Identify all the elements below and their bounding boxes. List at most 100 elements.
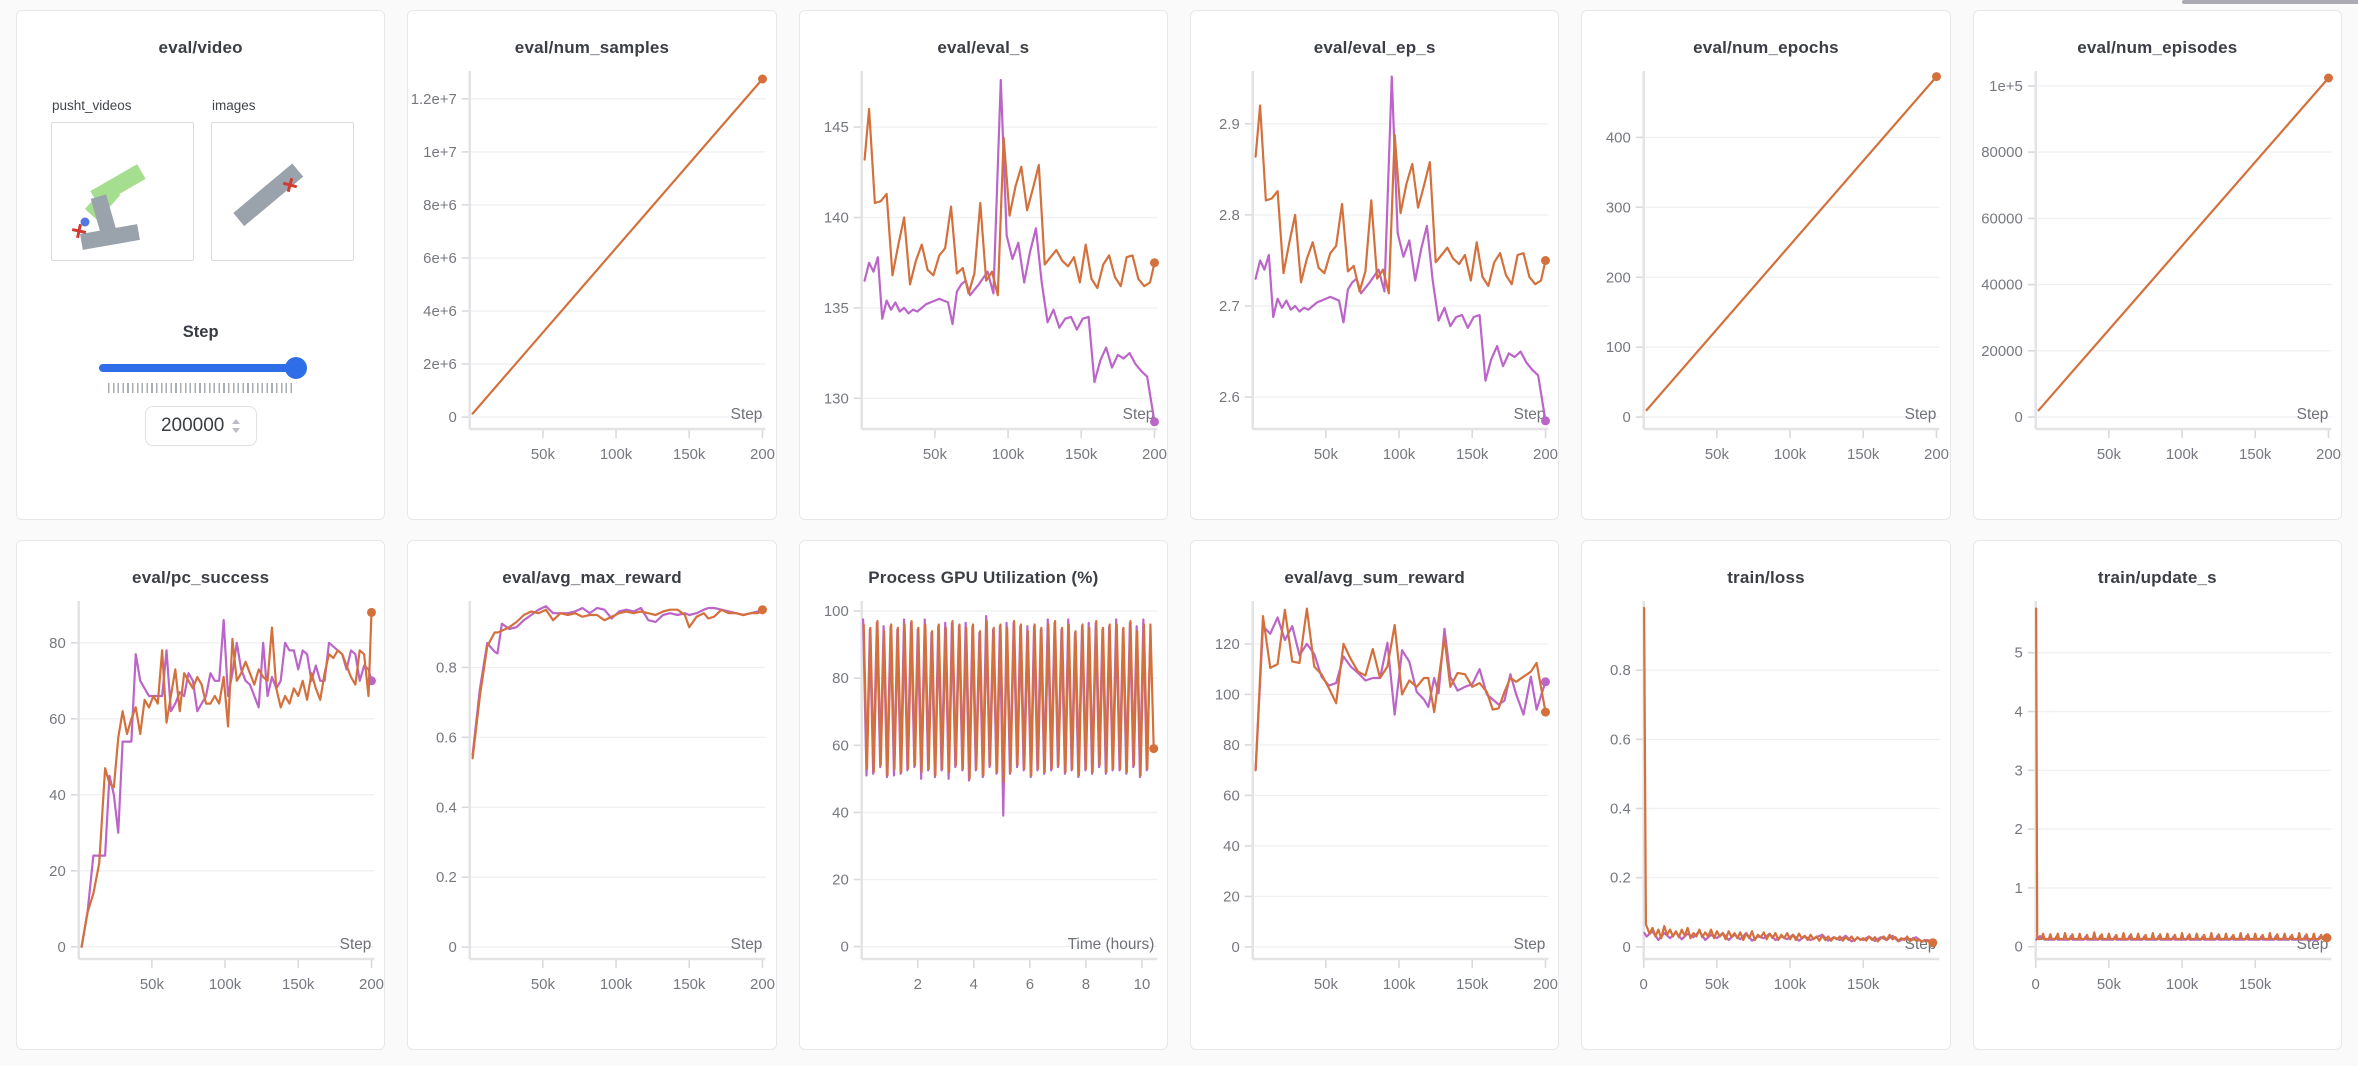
target-cross-icon (71, 223, 87, 239)
line-chart-canvas: 0 1 2 3 4 5 0 50k 100k 150k Step (2014, 601, 2332, 993)
gray-t-block (233, 163, 304, 227)
svg-text:10: 10 (1133, 976, 1150, 993)
svg-text:2.7: 2.7 (1219, 298, 1240, 315)
panel-title: eval/eval_s (937, 38, 1030, 57)
media-item-pusht-videos[interactable]: pusht_videos (51, 98, 194, 261)
panel-eval-avg-sum-reward[interactable]: eval/avg_sum_reward 0 20 40 60 80 100 120 50k 10… (1190, 540, 1560, 1050)
panel-process-gpu-utilization[interactable]: Process GPU Utilization (%) 0 20 40 60 80 100… (798, 540, 1168, 1050)
svg-text:50k: 50k (1705, 976, 1730, 993)
line-chart-canvas: 0 20 40 60 80 100 120 50k 100k 150k 200 Step (1215, 601, 1558, 993)
images-thumbnail[interactable] (211, 122, 354, 261)
svg-text:0: 0 (1623, 409, 1631, 426)
svg-text:20: 20 (49, 863, 66, 880)
panel-train-loss[interactable]: train/loss 0 0.2 0.4 0.6 0.8 0 50k 100k 150k Step (1581, 540, 1951, 1050)
svg-text:200: 200 (1606, 269, 1631, 286)
svg-text:200: 200 (359, 976, 384, 993)
panel-train-update-s[interactable]: train/update_s 0 1 2 3 4 5 0 50k 100k 150k Step (1972, 540, 2342, 1050)
panel-eval-pc-success[interactable]: eval/pc_success 0 20 40 60 80 50k 100k 150k 200 S… (16, 540, 386, 1050)
svg-text:40: 40 (49, 787, 66, 804)
panel-eval-video[interactable]: eval/video pusht_videos (16, 10, 386, 520)
svg-text:130: 130 (824, 390, 849, 407)
svg-text:50k: 50k (140, 976, 165, 993)
svg-text:5: 5 (2014, 645, 2022, 662)
svg-text:Step: Step (2296, 936, 2328, 953)
panel-eval-eval-ep-s[interactable]: eval/eval_ep_s 2.6 2.7 2.8 2.9 50k 100k 150k 20… (1190, 10, 1560, 520)
svg-text:2e+6: 2e+6 (423, 356, 457, 373)
svg-text:100k: 100k (209, 976, 242, 993)
svg-text:60: 60 (832, 737, 849, 754)
panel-eval-avg-max-reward[interactable]: eval/avg_max_reward 0 0.2 0.4 0.6 0.8 50k 100k… (407, 540, 777, 1050)
svg-text:50k: 50k (1705, 446, 1730, 463)
slider-track[interactable] (98, 364, 303, 372)
panel-title: eval/num_samples (514, 38, 670, 57)
svg-text:2: 2 (2014, 821, 2022, 838)
svg-text:50k: 50k (1314, 976, 1339, 993)
panel-eval-num-epochs[interactable]: eval/num_epochs 0 100 200 300 400 50k 100k 150k… (1581, 10, 1951, 520)
panel-eval-num-episodes[interactable]: eval/num_episodes 0 20000 40000 60000 80000 1… (1972, 10, 2342, 520)
media-item-images[interactable]: images (211, 98, 354, 261)
svg-text:200: 200 (1533, 446, 1558, 463)
line-chart-canvas: 0 20000 40000 60000 80000 1e+5 50k 100k 150k 200 S… (1981, 71, 2341, 463)
svg-text:0: 0 (2031, 976, 2039, 993)
gray-t-block (80, 194, 140, 250)
svg-text:300: 300 (1606, 199, 1631, 216)
svg-text:140: 140 (824, 209, 849, 226)
svg-text:Step: Step (2296, 406, 2328, 423)
svg-text:20: 20 (832, 871, 849, 888)
svg-text:50k: 50k (531, 976, 556, 993)
svg-text:100: 100 (1606, 339, 1631, 356)
svg-text:Time (hours): Time (hours) (1067, 936, 1154, 953)
svg-text:80: 80 (832, 670, 849, 687)
svg-text:400: 400 (1606, 129, 1631, 146)
svg-text:150k: 150k (673, 976, 706, 993)
panel-title: Process GPU Utilization (%) (868, 568, 1099, 587)
svg-text:0: 0 (1623, 939, 1631, 956)
panel-title: eval/num_episodes (2077, 38, 2238, 57)
line-chart-canvas: 0 20 40 60 80 100 2 4 6 8 10 Time (hours) (824, 601, 1158, 993)
svg-text:0.4: 0.4 (1610, 800, 1631, 817)
svg-text:4: 4 (2014, 703, 2022, 720)
svg-text:145: 145 (824, 119, 849, 136)
svg-text:2.8: 2.8 (1219, 207, 1240, 224)
step-slider[interactable] (98, 357, 307, 379)
panel-title: eval/avg_sum_reward (1284, 568, 1465, 587)
svg-text:50k: 50k (531, 446, 556, 463)
svg-text:100k: 100k (992, 446, 1025, 463)
svg-text:0: 0 (449, 409, 457, 426)
panel-title: eval/pc_success (132, 568, 270, 587)
media-thumbnails: pusht_videos (51, 98, 384, 261)
svg-text:0.8: 0.8 (436, 659, 457, 676)
agent-dot (80, 217, 90, 227)
scrollbar-thumb[interactable] (2182, 0, 2358, 4)
panel-eval-eval-s[interactable]: eval/eval_s 130 135 140 145 50k 100k 150k 200 St… (798, 10, 1168, 520)
svg-text:0: 0 (1231, 939, 1239, 956)
svg-text:100k: 100k (2166, 976, 2199, 993)
panel-eval-num-samples[interactable]: eval/num_samples 0 2e+6 4e+6 6e+6 8e+6 1e+7 1.… (407, 10, 777, 520)
svg-text:100k: 100k (1383, 976, 1416, 993)
panel-title: train/update_s (2097, 568, 2217, 587)
svg-text:200: 200 (1142, 446, 1167, 463)
svg-text:Step: Step (1514, 406, 1546, 423)
svg-text:50k: 50k (923, 446, 948, 463)
svg-text:200: 200 (1533, 976, 1558, 993)
svg-text:0: 0 (1640, 976, 1648, 993)
panel-title: eval/avg_max_reward (502, 568, 682, 587)
svg-text:0.6: 0.6 (436, 729, 457, 746)
panel-title: eval/eval_ep_s (1313, 38, 1436, 57)
line-chart-canvas: 0 2e+6 4e+6 6e+6 8e+6 1e+7 1.2e+7 50k 100k 150k 20… (411, 71, 775, 463)
pusht-video-thumbnail[interactable] (51, 122, 194, 261)
svg-text:50k: 50k (1314, 446, 1339, 463)
svg-text:0: 0 (57, 939, 65, 956)
svg-text:50k: 50k (2097, 446, 2122, 463)
svg-text:0.6: 0.6 (1610, 731, 1631, 748)
stepper-arrows[interactable] (232, 419, 241, 433)
step-value-input[interactable]: 200000 (144, 406, 257, 446)
svg-text:150k: 150k (1847, 976, 1880, 993)
panel-title: eval/num_epochs (1693, 38, 1839, 57)
svg-text:0: 0 (840, 939, 848, 956)
slider-thumb[interactable] (284, 357, 307, 379)
svg-text:2.6: 2.6 (1219, 389, 1240, 406)
svg-text:0.8: 0.8 (1610, 662, 1631, 679)
